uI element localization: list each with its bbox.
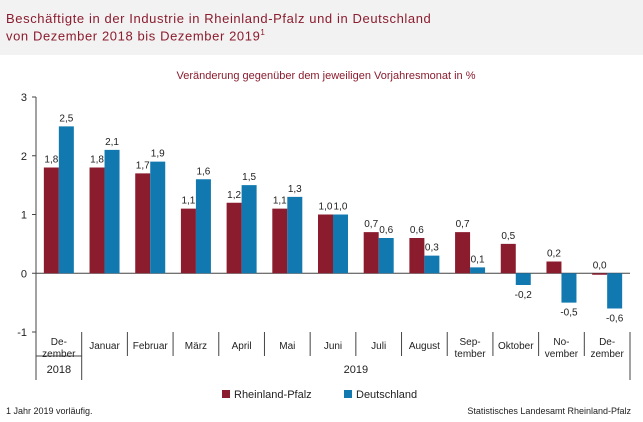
bar-chart: Veränderung gegenüber dem jeweiligen Vor… — [17, 70, 631, 401]
data-label: 1,8 — [90, 155, 104, 166]
bar-rheinland-pfalz — [546, 261, 562, 274]
bar-deutschland — [561, 273, 577, 303]
data-label: -0,6 — [606, 314, 624, 325]
data-label: 2,1 — [105, 137, 119, 148]
data-label: 0,0 — [593, 260, 607, 271]
data-label: 0,6 — [410, 225, 424, 236]
data-label: 1,0 — [319, 202, 333, 213]
chart-title-line2: von Dezember 2018 bis Dezember 20191 — [6, 28, 265, 43]
bar-deutschland — [607, 273, 623, 309]
data-label: 0,3 — [425, 243, 439, 254]
data-label: 0,2 — [547, 249, 561, 260]
data-label: 1,3 — [288, 184, 302, 195]
chart-title-line1: Beschäftigte in der Industrie in Rheinla… — [6, 11, 432, 26]
category-label: Februar — [133, 341, 169, 352]
data-label: 1,2 — [227, 190, 241, 201]
bar-rheinland-pfalz — [226, 202, 242, 274]
data-label: 0,6 — [379, 225, 393, 236]
source-note: Statistisches Landesamt Rheinland-Pfalz — [467, 406, 631, 416]
category-label: De- — [599, 337, 615, 348]
bar-deutschland — [150, 161, 166, 274]
bar-rheinland-pfalz — [455, 232, 471, 274]
data-label: -0,5 — [560, 308, 578, 319]
category-label: No- — [553, 337, 569, 348]
data-label: 1,1 — [273, 196, 287, 207]
data-label: 1,8 — [44, 155, 58, 166]
bar-rheinland-pfalz — [318, 214, 333, 274]
bar-rheinland-pfalz — [592, 273, 608, 275]
year-label: 2018 — [47, 364, 71, 376]
category-label: August — [409, 341, 440, 352]
bar-deutschland — [104, 149, 120, 274]
category-label: zember — [42, 349, 76, 360]
bar-rheinland-pfalz — [89, 167, 105, 274]
bar-deutschland — [424, 255, 440, 274]
category-label: tember — [455, 349, 487, 360]
data-label: 2,5 — [59, 113, 73, 124]
data-label: 1,9 — [151, 149, 165, 160]
category-label: De- — [51, 337, 67, 348]
year-label: 2019 — [344, 364, 368, 376]
bar-rheinland-pfalz — [500, 243, 516, 274]
bar-deutschland — [241, 185, 257, 274]
bar-deutschland — [515, 273, 531, 285]
data-label: 0,7 — [364, 219, 378, 230]
data-label: 0,5 — [501, 231, 515, 242]
category-label: Juli — [371, 341, 386, 352]
data-label: 0,1 — [471, 254, 485, 265]
legend-swatch-deutschland — [344, 390, 352, 398]
legend-label: Rheinland-Pfalz — [234, 389, 312, 401]
bar-rheinland-pfalz — [43, 167, 59, 274]
data-label: 1,5 — [242, 172, 256, 183]
category-label: Sep- — [460, 337, 481, 348]
bar-rheinland-pfalz — [409, 238, 425, 274]
legend-swatch-rheinland-pfalz — [222, 390, 230, 398]
legend-label: Deutschland — [356, 389, 417, 401]
bar-rheinland-pfalz — [363, 232, 379, 274]
data-label: -0,2 — [515, 290, 533, 301]
chart-title-line2-text: von Dezember 2018 bis Dezember 2019 — [6, 28, 261, 44]
chart-subtitle: Veränderung gegenüber dem jeweiligen Vor… — [176, 70, 475, 82]
category-label: Oktober — [498, 341, 534, 352]
bar-deutschland — [378, 238, 394, 274]
data-label: 1,7 — [136, 160, 150, 171]
category-label: März — [185, 341, 207, 352]
data-label: 1,1 — [181, 196, 195, 207]
y-tick-label: 0 — [21, 268, 27, 280]
category-label: zember — [590, 349, 624, 360]
bar-deutschland — [470, 267, 486, 274]
title-area: Beschäftigte in der Industrie in Rheinla… — [0, 0, 643, 55]
category-label: April — [232, 341, 252, 352]
data-label: 0,7 — [456, 219, 470, 230]
bar-rheinland-pfalz — [272, 208, 288, 274]
bar-rheinland-pfalz — [180, 208, 196, 274]
y-tick-label: -1 — [17, 327, 27, 339]
category-label: Mai — [279, 341, 295, 352]
plot-area: -1 0 1 2 3 De-zember Januar Februar März April Mai… — [17, 92, 631, 401]
category-label: Juni — [324, 341, 342, 352]
data-label: 1,6 — [196, 166, 210, 177]
bar-rheinland-pfalz — [135, 173, 151, 274]
title-footnote-mark: 1 — [260, 28, 266, 37]
bar-deutschland — [287, 196, 303, 274]
footnote: 1 Jahr 2019 vorläufig. — [6, 406, 93, 416]
y-tick-label: 1 — [21, 210, 27, 222]
category-label: vember — [545, 349, 579, 360]
y-tick-label: 3 — [21, 92, 27, 104]
bar-deutschland — [58, 126, 74, 274]
bar-deutschland — [195, 179, 211, 274]
bar-deutschland — [333, 214, 348, 274]
y-tick-label: 2 — [21, 151, 27, 163]
category-label: Januar — [89, 341, 120, 352]
data-label: 1,0 — [334, 202, 348, 213]
